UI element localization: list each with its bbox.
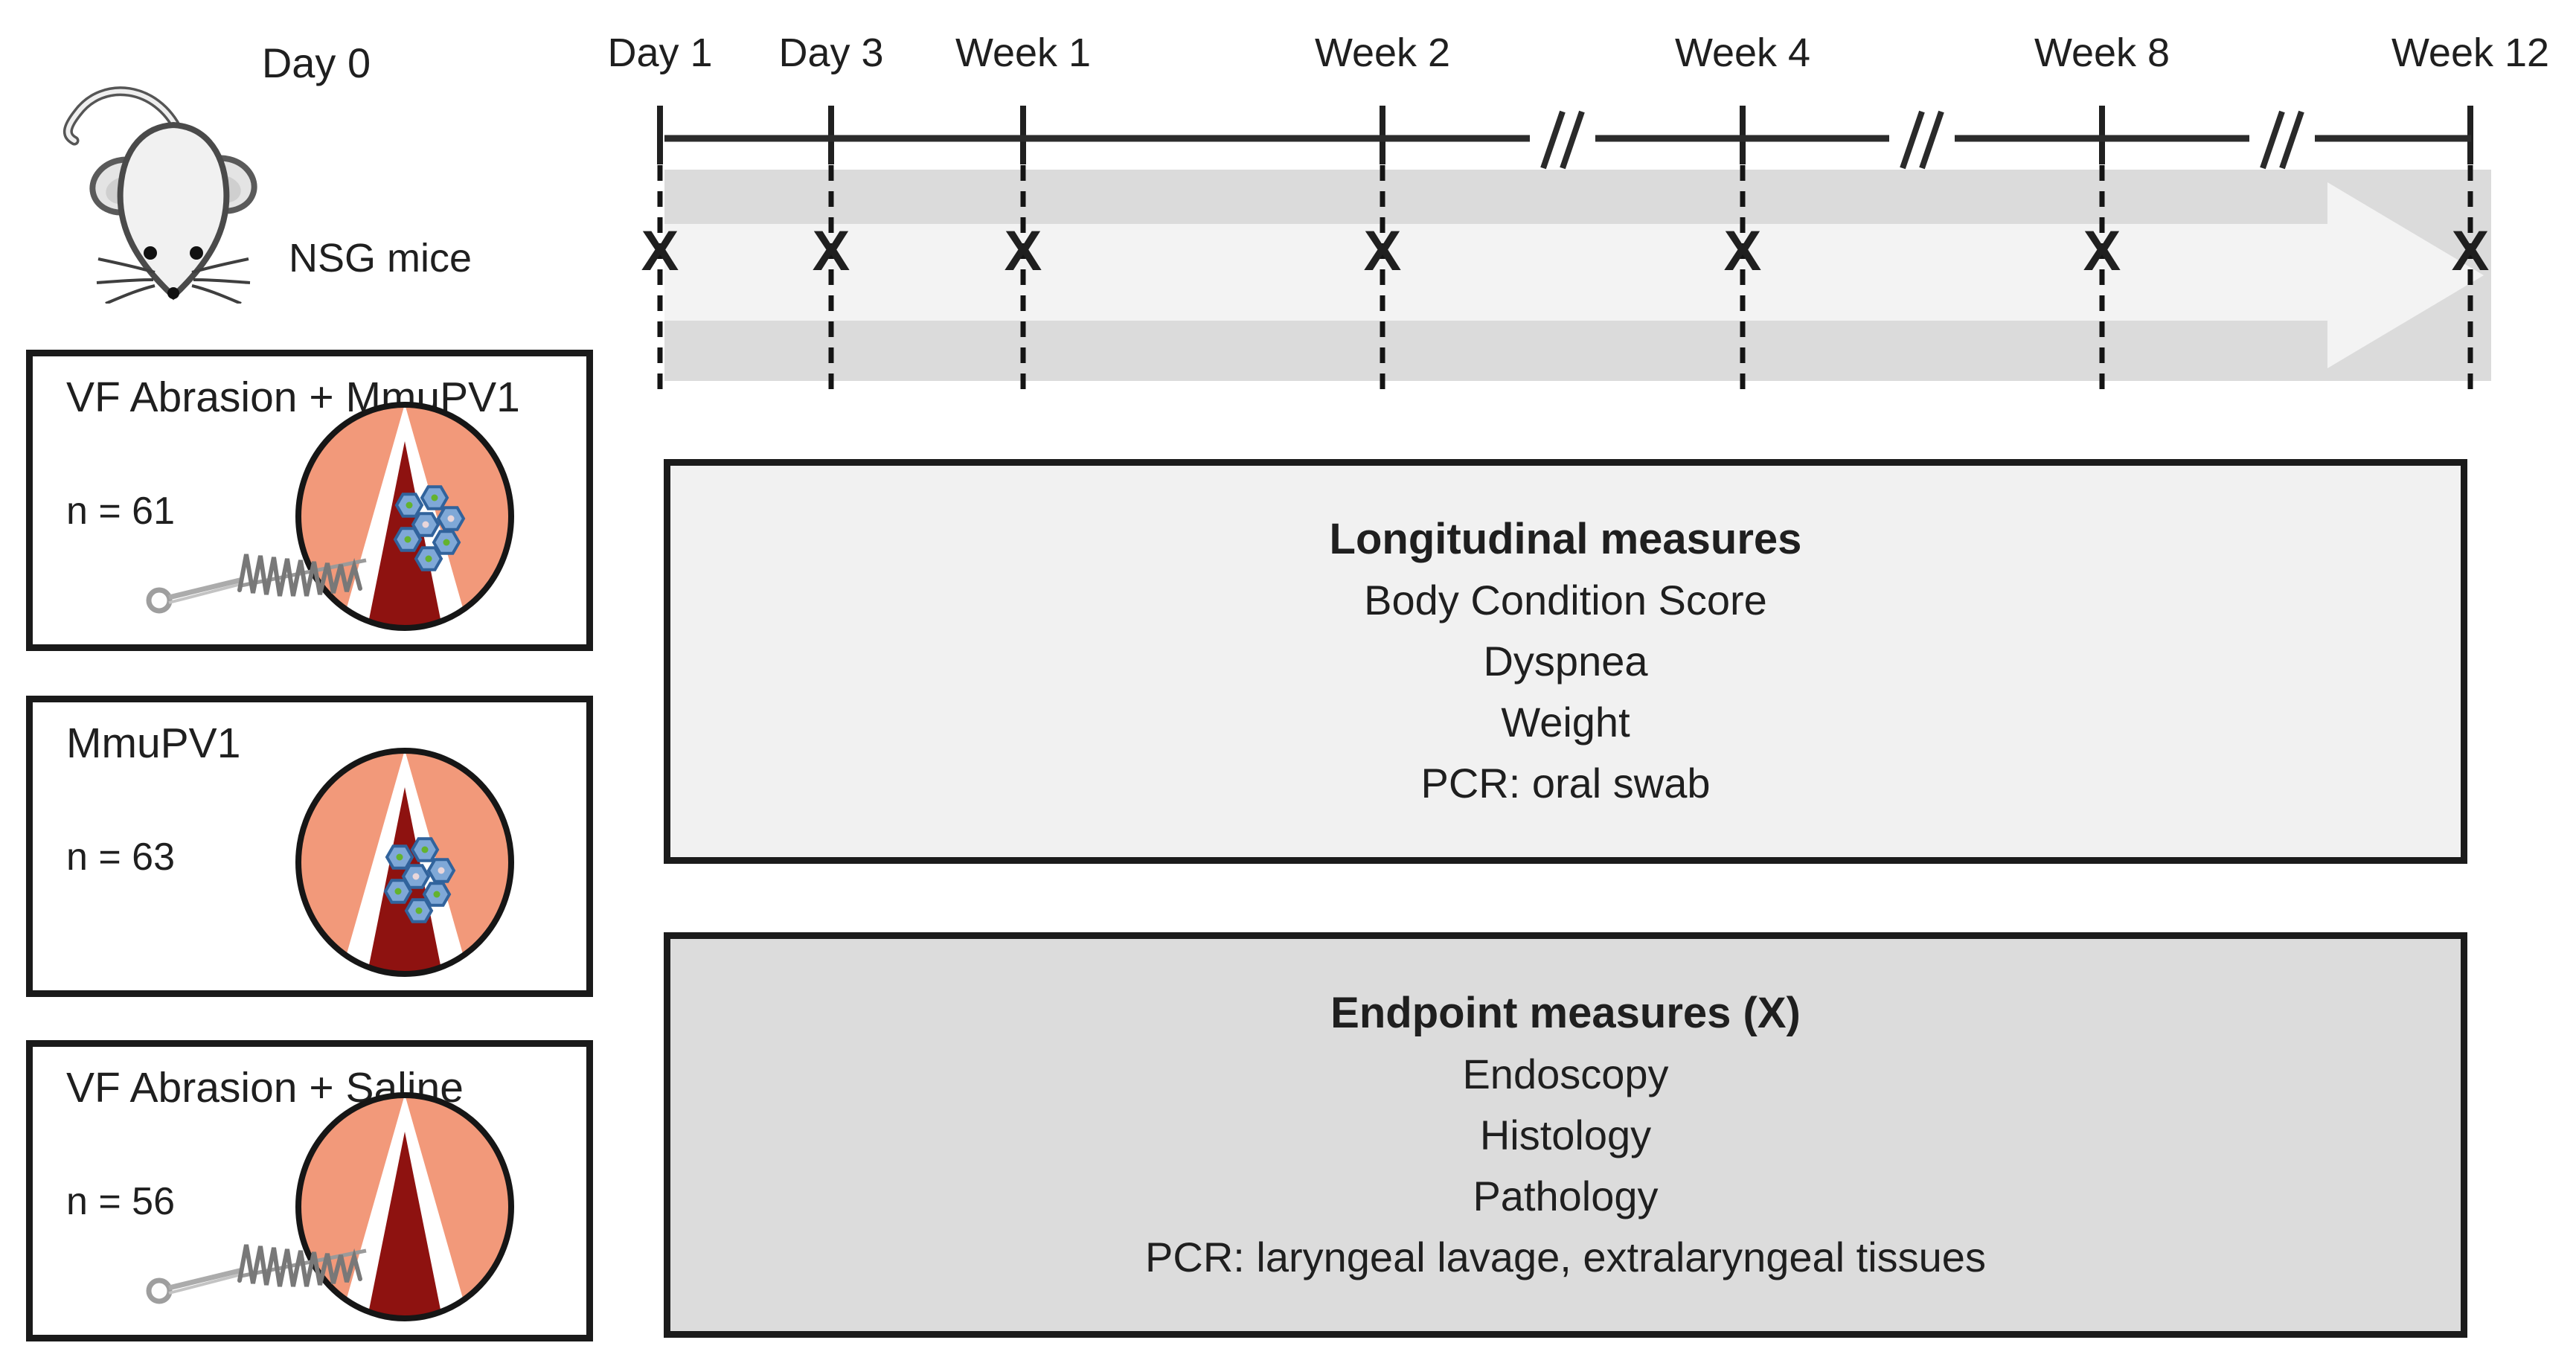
measure-item: Endoscopy	[1462, 1050, 1669, 1097]
measure-item: Weight	[1501, 699, 1630, 746]
timepoint-label-day3: Day 3	[778, 31, 884, 75]
endpoint-x-mark: X	[2451, 219, 2490, 283]
endpoint-x-mark: X	[1723, 219, 1762, 283]
timepoint-dashed-lines	[657, 165, 2473, 394]
longitudinal-measures-panel: Longitudinal measures Body Condition Sco…	[664, 459, 2467, 864]
axis-break-icon	[1540, 110, 2304, 170]
whiskers	[96, 257, 251, 304]
group-n-count: n = 61	[66, 490, 176, 533]
subject-label: NSG mice	[289, 236, 472, 280]
measure-item: PCR: laryngeal lavage, extralaryngeal ti…	[1145, 1233, 1986, 1280]
timeline-arrow	[664, 170, 2491, 381]
mouse-icon	[63, 86, 257, 304]
timepoint-label-week4: Week 4	[1674, 31, 1811, 75]
endpoint-measures-panel: Endpoint measures (X) Endoscopy Histolog…	[664, 932, 2467, 1338]
timepoint-label-week1: Week 1	[955, 31, 1092, 75]
endpoint-x-mark: X	[1004, 219, 1042, 283]
endpoint-x-mark: X	[2083, 219, 2121, 283]
endpoint-x-mark: X	[1363, 219, 1402, 283]
measure-item: PCR: oral swab	[1420, 760, 1711, 807]
group-n-count: n = 56	[66, 1180, 176, 1223]
panel-title: Endpoint measures (X)	[1330, 988, 1801, 1037]
panel-title: Longitudinal measures	[1329, 515, 1802, 563]
endpoint-x-mark: X	[641, 219, 679, 283]
group-box-vf-abrasion-mmupv1: VF Abrasion + MmuPV1 n = 61	[26, 350, 593, 651]
measure-item: Pathology	[1473, 1172, 1659, 1219]
timepoint-label-day1: Day 1	[607, 31, 713, 75]
timepoint-label-week2: Week 2	[1314, 31, 1451, 75]
measure-item: Dyspnea	[1483, 638, 1648, 684]
measure-item: Histology	[1479, 1111, 1652, 1158]
endpoint-x-mark: X	[812, 219, 850, 283]
group-box-vf-abrasion-saline: VF Abrasion + Saline n = 56	[26, 1040, 593, 1341]
timepoint-label-week12: Week 12	[2391, 31, 2550, 75]
abrasion-brush-icon	[146, 554, 367, 614]
day0-label: Day 0	[261, 39, 371, 86]
larynx-icon	[295, 748, 514, 977]
group-n-count: n = 63	[66, 836, 176, 879]
group-box-mmupv1: MmuPV1 n = 63	[26, 696, 593, 997]
measure-item: Body Condition Score	[1364, 577, 1767, 623]
group-title: MmuPV1	[66, 719, 241, 767]
abrasion-brush-icon	[146, 1244, 367, 1304]
timepoint-label-week8: Week 8	[2034, 31, 2170, 75]
